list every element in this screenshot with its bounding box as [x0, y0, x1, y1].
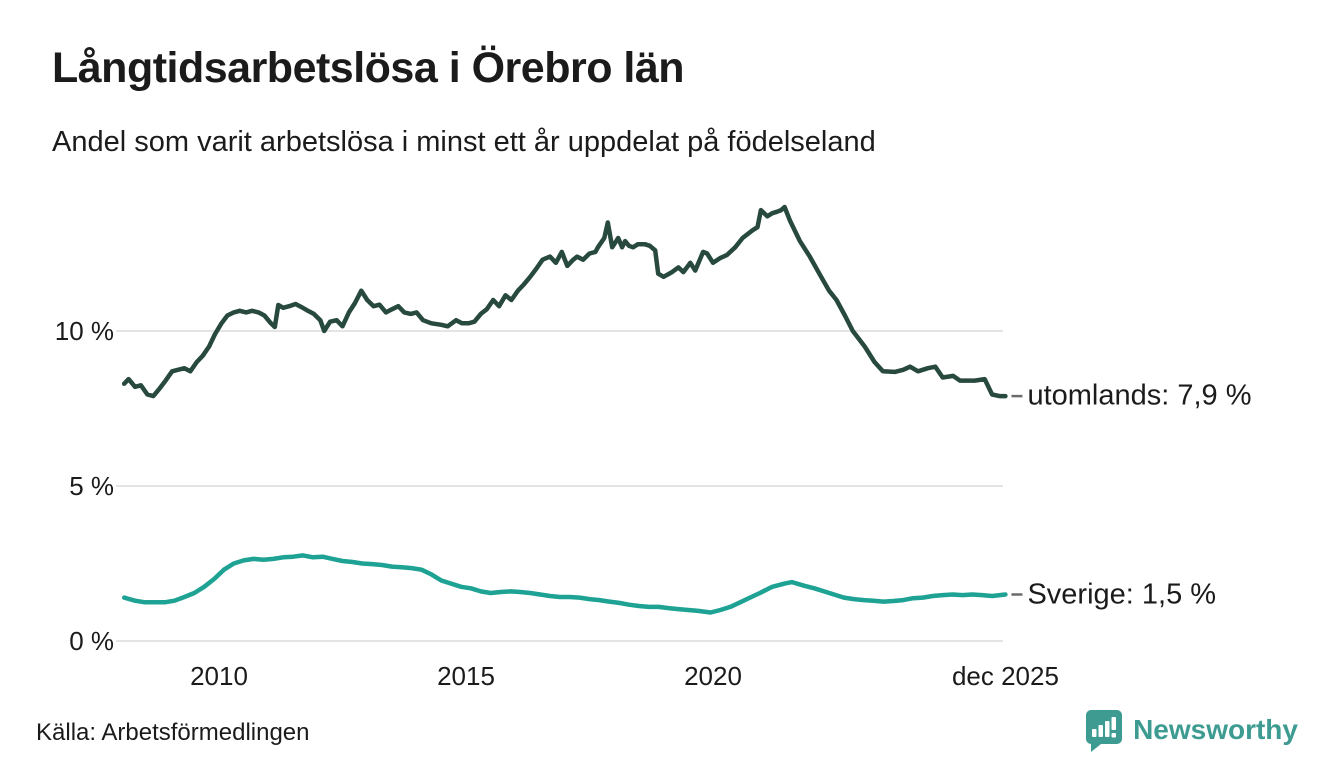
newsworthy-logo: Newsworthy — [1084, 708, 1298, 752]
gridlines — [116, 330, 1003, 642]
y-tick-label: 0 % — [69, 626, 114, 656]
series-lines — [121, 204, 1008, 615]
source-note: Källa: Arbetsförmedlingen — [36, 719, 310, 746]
page-title: Långtidsarbetslösa i Örebro län — [52, 44, 685, 92]
newsworthy-wordmark: Newsworthy — [1133, 714, 1298, 745]
chart-subtitle: Andel som varit arbetslösa i minst ett å… — [52, 126, 876, 158]
y-tick-label: 10 % — [54, 316, 114, 346]
x-tick-label: 2015 — [437, 661, 495, 691]
series-line-utomlands — [121, 204, 1008, 399]
series-end-label-sverige: Sverige: 1,5 % — [1027, 578, 1217, 610]
x-tick-label: dec 2025 — [951, 661, 1059, 691]
bar-chart-speech-bubble-icon — [1086, 710, 1123, 752]
label-connector-dashes — [1011, 394, 1023, 596]
x-tick-label: 2010 — [190, 661, 248, 691]
x-tick-label: 2020 — [684, 661, 742, 691]
y-tick-label: 5 % — [69, 471, 114, 501]
series-line-sverige — [121, 553, 1008, 615]
series-end-label-utomlands: utomlands: 7,9 % — [1027, 379, 1252, 412]
